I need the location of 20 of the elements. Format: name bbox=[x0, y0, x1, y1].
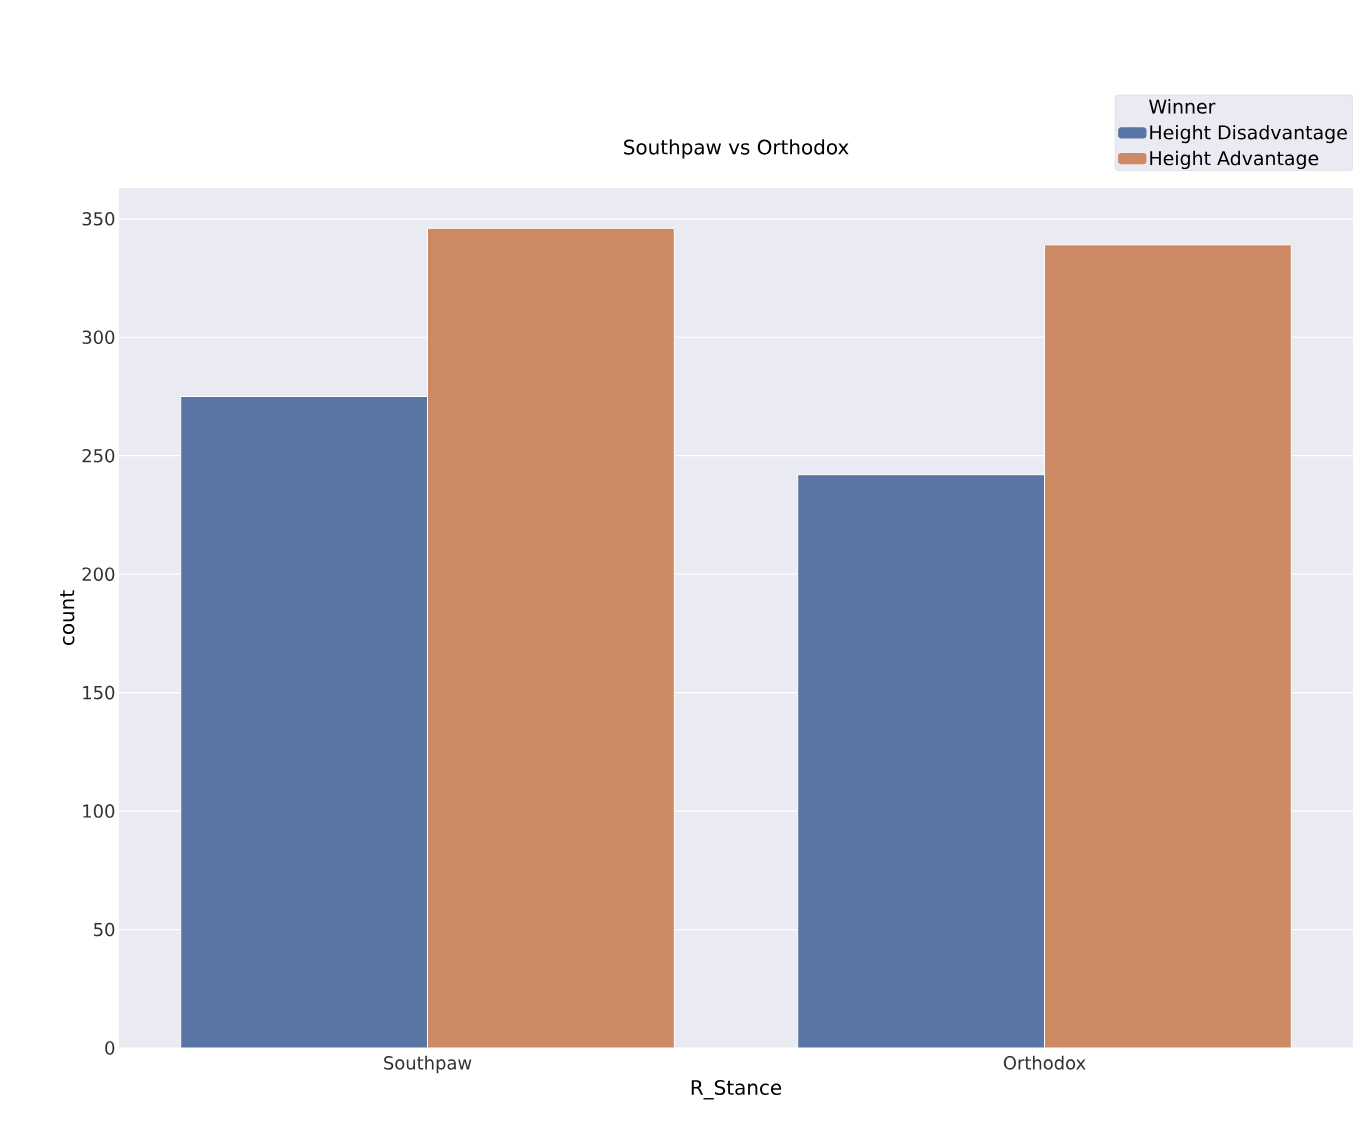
bar bbox=[797, 474, 1045, 1048]
legend-title: Winner bbox=[1149, 99, 1216, 114]
legend-label: Height Advantage bbox=[1150, 150, 1319, 170]
bar bbox=[1044, 244, 1292, 1048]
y-tick-label: 50 bbox=[94, 922, 115, 937]
legend-label: Height Disadvantage bbox=[1150, 124, 1347, 144]
x-tick-label: Orthodox bbox=[1003, 1055, 1086, 1070]
y-tick-label: 150 bbox=[83, 685, 115, 700]
chart-title: Southpaw vs Orthodox bbox=[624, 139, 849, 159]
y-tick-label: 350 bbox=[82, 212, 115, 226]
y-tick-label: 200 bbox=[82, 567, 115, 581]
y-axis-title: count bbox=[60, 590, 75, 646]
y-tick-label: 250 bbox=[82, 448, 115, 463]
y-tick-label: 300 bbox=[82, 330, 115, 345]
x-tick-label: Southpaw bbox=[384, 1055, 472, 1074]
y-tick-label: 0 bbox=[105, 1041, 115, 1055]
x-axis-title: R_Stance bbox=[691, 1079, 782, 1100]
y-tick-label: 100 bbox=[83, 804, 115, 818]
bar bbox=[180, 395, 428, 1048]
bar bbox=[427, 227, 675, 1048]
